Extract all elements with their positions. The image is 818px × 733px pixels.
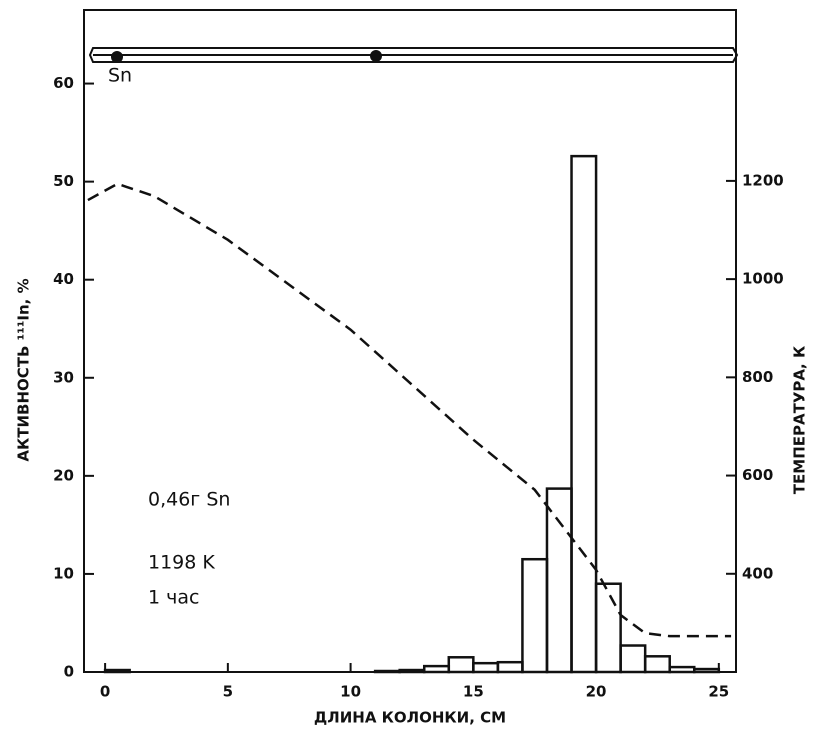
annotation: 1 час: [148, 587, 199, 609]
y2-tick-label: 600: [742, 466, 773, 484]
y2-tick-label: 1000: [742, 270, 784, 288]
histogram-bar: [447, 656, 475, 674]
x-tick-label: 25: [708, 683, 729, 701]
x-axis-label: ДЛИНА КОЛОНКИ, СМ: [314, 709, 506, 727]
histogram-bar: [545, 487, 573, 674]
column-diagram: [88, 47, 739, 63]
histogram-bar: [693, 667, 721, 674]
x-tick-label: 0: [100, 683, 110, 701]
x-tick-label: 10: [340, 683, 361, 701]
histogram-bar: [472, 661, 500, 674]
y2-tick-label: 800: [742, 368, 773, 386]
x-tick-label: 15: [463, 683, 484, 701]
y-tick-label: 50: [53, 172, 74, 190]
temperature-line: [87, 182, 732, 638]
column-tube: [88, 47, 739, 63]
histogram-bar: [619, 644, 647, 674]
y-tick-label: 20: [53, 466, 74, 484]
annotation: 0,46г Sn: [148, 489, 230, 511]
histogram-bar: [570, 154, 598, 674]
histogram-bar: [103, 668, 131, 674]
histogram-bar: [643, 655, 671, 674]
y2-tick-label: 400: [742, 564, 773, 582]
y-tick-label: 40: [53, 270, 74, 288]
annotation: 1198 K: [148, 552, 215, 574]
histogram-bar: [594, 582, 622, 674]
histogram-bar: [521, 557, 549, 674]
histogram-bar: [398, 668, 426, 674]
histogram-bar: [496, 660, 524, 674]
y-tick-label: 10: [53, 564, 74, 582]
y-tick-label: 60: [53, 74, 74, 92]
histogram-bar: [422, 664, 451, 674]
x-tick-label: 5: [223, 683, 233, 701]
histogram-bar: [668, 665, 696, 674]
y2-tick-label: 1200: [742, 171, 784, 189]
y2-axis-label: ТЕМПЕРАТУРА, К: [791, 345, 809, 494]
histogram-bar: [373, 669, 401, 674]
sn-sample: [111, 51, 123, 63]
y-tick-label: 30: [53, 368, 74, 386]
x-tick-label: 20: [586, 683, 607, 701]
deposit: [370, 50, 382, 62]
y-axis-label: АКТИВНОСТЬ ¹¹¹In, %: [15, 278, 33, 461]
y-tick-label: 0: [64, 663, 74, 681]
annotation: Sn: [108, 65, 132, 87]
